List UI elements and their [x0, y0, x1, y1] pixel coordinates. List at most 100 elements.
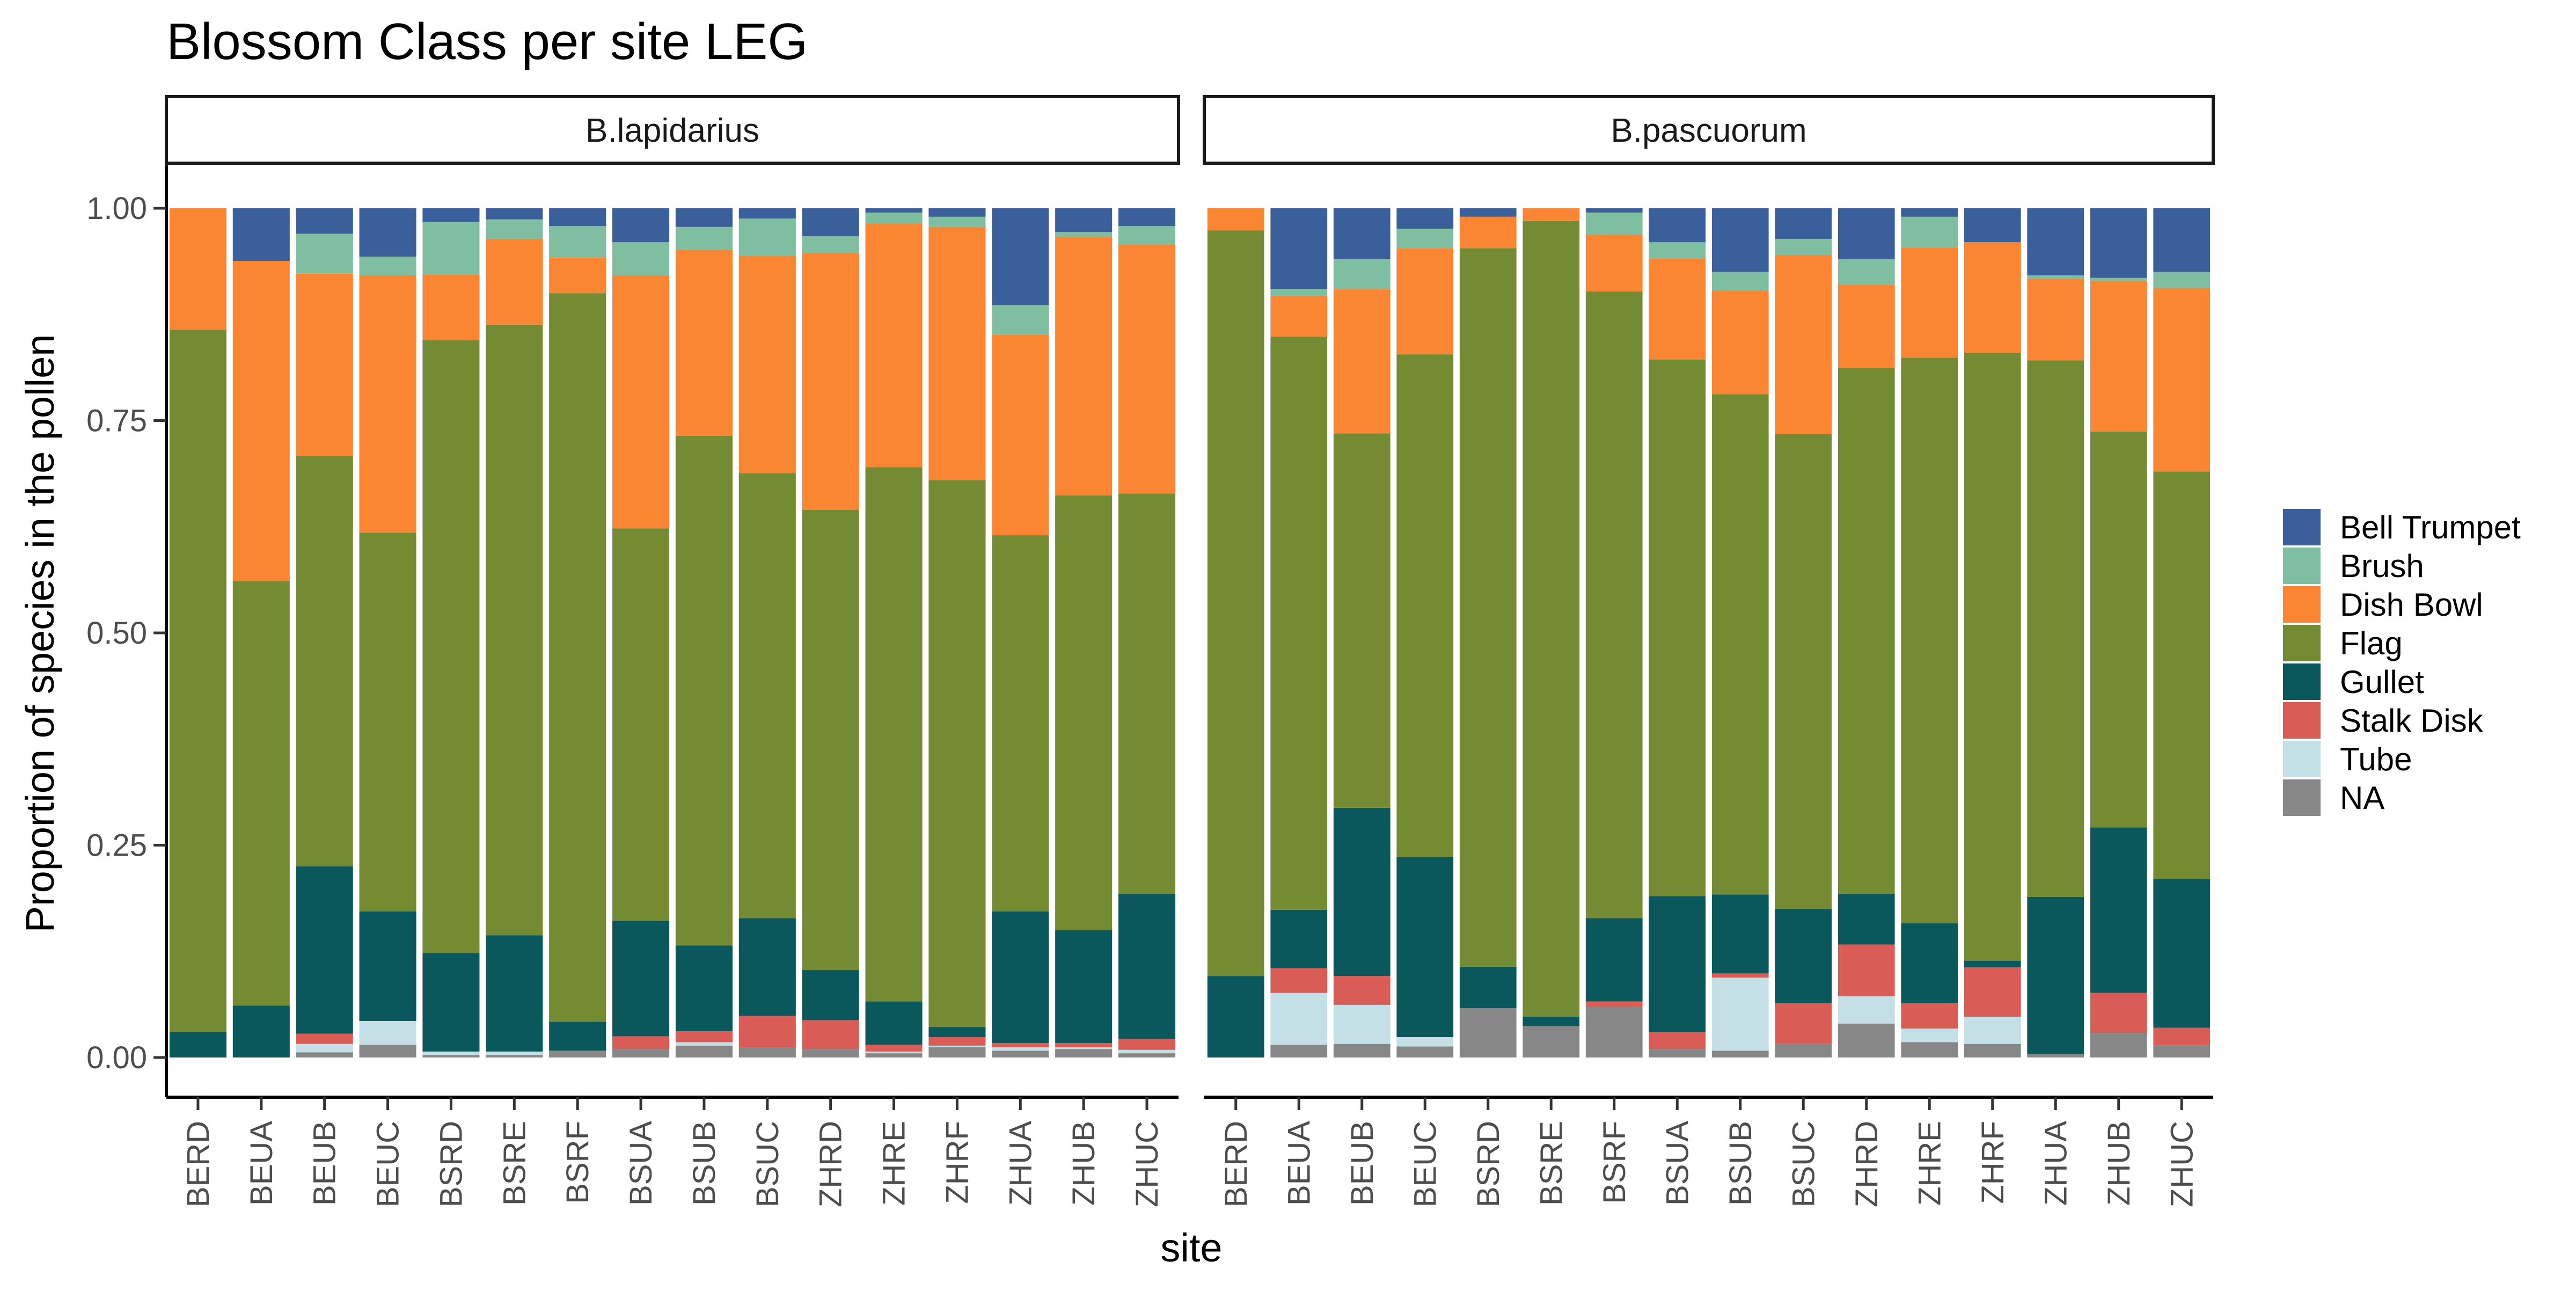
bar-segment-beuc-gullet [359, 911, 416, 1021]
bar-segment-bsub-flag [1711, 394, 1769, 895]
bar-segment-bsub-na [1711, 1051, 1769, 1057]
bar-segment-beub-stalk-disk [296, 1033, 353, 1044]
bar-segment-zhua-na [2027, 1054, 2084, 1057]
bar-segment-bsuc-dish-bowl [1775, 255, 1832, 434]
bar-segment-zhua-stalk-disk [992, 1043, 1049, 1048]
bar-segment-bsub-bell-trumpet [1711, 208, 1769, 272]
legend-label: Bell Trumpet [2340, 509, 2521, 545]
bar-segment-zhre-dish-bowl [1901, 247, 1958, 358]
bar-segment-zhuc-bell-trumpet [1118, 208, 1176, 227]
legend-key [2283, 779, 2321, 816]
bar-segment-zhrd-dish-bowl [802, 253, 859, 510]
facet-panel-b-lapidarius: B.lapidarius BERD BEUA BEUB BEUC BSRD BSRE BSRF… [86, 95, 1180, 1207]
bar-segment-bsub-dish-bowl [1711, 290, 1769, 395]
bar-segment-berd-gullet [169, 1032, 226, 1057]
bar-segment-beub-brush [296, 234, 353, 274]
bar-segment-zhrf-bell-trumpet [928, 208, 986, 217]
bar-segment-berd-dish-bowl [169, 208, 226, 330]
x-tick-label-zhre: ZHRE [1912, 1121, 1947, 1206]
bar-segment-zhub-dish-bowl [1055, 237, 1113, 495]
bar-segment-bsuc-flag [1775, 434, 1832, 909]
bar-segment-bsre-brush [486, 219, 543, 239]
x-tick-label-beub: BEUB [1345, 1121, 1380, 1206]
bar-segment-zhrf-gullet [1964, 960, 2021, 968]
x-tick-label-bsuc: BSUC [750, 1121, 785, 1207]
bar-segment-bsua-flag [1649, 359, 1706, 896]
bar-segment-beua-gullet [232, 1005, 290, 1057]
bar-segment-beub-tube [296, 1044, 353, 1053]
x-tick-label-beuc: BEUC [1408, 1121, 1443, 1207]
bar-segment-beua-dish-bowl [232, 261, 290, 581]
bar-segment-beua-bell-trumpet [232, 208, 290, 261]
bar-segment-bsrf-gullet [1585, 918, 1643, 1002]
bar-segment-bsrf-dish-bowl [549, 257, 606, 294]
bar-segment-zhre-brush [865, 212, 923, 224]
bar-segment-bsub-flag [675, 435, 733, 946]
bar-segment-zhua-tube [992, 1047, 1049, 1051]
bar-segment-bsub-brush [1711, 272, 1769, 291]
bar-segment-bsrd-bell-trumpet [1459, 208, 1517, 217]
y-tick-label: 1.00 [86, 191, 147, 226]
bar-segment-zhuc-dish-bowl [2153, 288, 2211, 472]
bar-segment-bsua-brush [612, 242, 670, 275]
bar-segment-beub-tube [1333, 1004, 1391, 1044]
bar-segment-berd-flag [1207, 230, 1264, 976]
bar-segment-zhrf-flag [1964, 352, 2021, 961]
bar-segment-bsuc-na [738, 1047, 796, 1057]
bar-segment-zhub-na [1055, 1049, 1113, 1057]
bar-segment-bsua-bell-trumpet [1649, 208, 1706, 243]
bar-segment-zhub-stalk-disk [2090, 993, 2147, 1033]
legend-key [2283, 625, 2321, 661]
bar-segment-bsrf-flag [1585, 291, 1643, 918]
facet-panels: B.lapidarius BERD BEUA BEUB BEUC BSRD BSRE BSRF… [86, 95, 2215, 1207]
legend-item-bell-trumpet: Bell Trumpet [2283, 509, 2521, 545]
bar-segment-zhrd-bell-trumpet [802, 208, 859, 237]
bar-segment-beua-flag [232, 581, 290, 1006]
bar-segment-bsrd-na [422, 1055, 480, 1057]
bar-segment-zhuc-gullet [1118, 893, 1176, 1039]
bar-segment-zhrd-brush [802, 236, 859, 253]
x-tick-label-berd: BERD [181, 1121, 216, 1207]
bar-segment-beub-flag [1333, 433, 1391, 808]
x-tick-label-zhrd: ZHRD [1849, 1121, 1884, 1207]
x-tick-label-beua: BEUA [1282, 1121, 1316, 1206]
bar-segment-beua-na [1270, 1045, 1328, 1057]
bar-segment-zhre-na [1901, 1042, 1958, 1057]
bar-segment-beuc-bell-trumpet [359, 208, 416, 257]
legend-item-brush: Brush [2283, 548, 2424, 584]
bar-segment-zhub-bell-trumpet [1055, 208, 1113, 232]
bar-segment-zhrd-brush [1838, 259, 1895, 285]
bar-segment-zhrf-bell-trumpet [1964, 208, 2021, 243]
bar-segment-zhub-stalk-disk [1055, 1043, 1113, 1048]
bar-segment-zhrf-dish-bowl [928, 227, 986, 480]
bar-segment-bsua-na [1649, 1049, 1706, 1057]
bar-segment-beub-brush [1333, 259, 1391, 289]
bar-segment-bsre-na [486, 1055, 543, 1057]
x-tick-label-bsrf: BSRF [1597, 1121, 1632, 1204]
bar-segment-bsuc-stalk-disk [738, 1016, 796, 1048]
bars [169, 208, 1176, 1057]
bar-segment-bsuc-gullet [738, 918, 796, 1016]
bar-segment-bsrd-na [1459, 1008, 1517, 1057]
legend-key [2283, 702, 2321, 739]
bar-segment-zhub-dish-bowl [2090, 281, 2147, 432]
bar-segment-bsre-dish-bowl [1523, 208, 1580, 221]
bar-segment-bsuc-stalk-disk [1775, 1003, 1832, 1044]
bar-segment-bsrd-gullet [422, 953, 480, 1052]
bar-segment-zhub-bell-trumpet [2090, 208, 2147, 278]
bar-segment-bsua-gullet [1649, 896, 1706, 1032]
x-tick-label-zhua: ZHUA [1003, 1121, 1038, 1206]
bar-segment-bsre-tube [486, 1051, 543, 1055]
bar-segment-zhrf-na [1964, 1044, 2021, 1057]
bar-segment-zhub-na [2090, 1033, 2147, 1057]
bar-segment-bsrf-bell-trumpet [549, 208, 606, 227]
bar-segment-bsub-tube [675, 1042, 733, 1046]
bar-segment-beub-gullet [1333, 807, 1391, 976]
bar-segment-bsuc-brush [1775, 238, 1832, 256]
bar-segment-zhuc-stalk-disk [1118, 1039, 1176, 1050]
bar-segment-bsrd-dish-bowl [1459, 216, 1517, 249]
facet-panel-b-pascuorum: B.pascuorum BERD BEUA BEUB BEUC BSRD BSRE BSRF B… [1203, 95, 2215, 1207]
legend-item-gullet: Gullet [2283, 663, 2424, 700]
bar-segment-zhua-gullet [992, 911, 1049, 1044]
legend-key [2283, 741, 2321, 777]
